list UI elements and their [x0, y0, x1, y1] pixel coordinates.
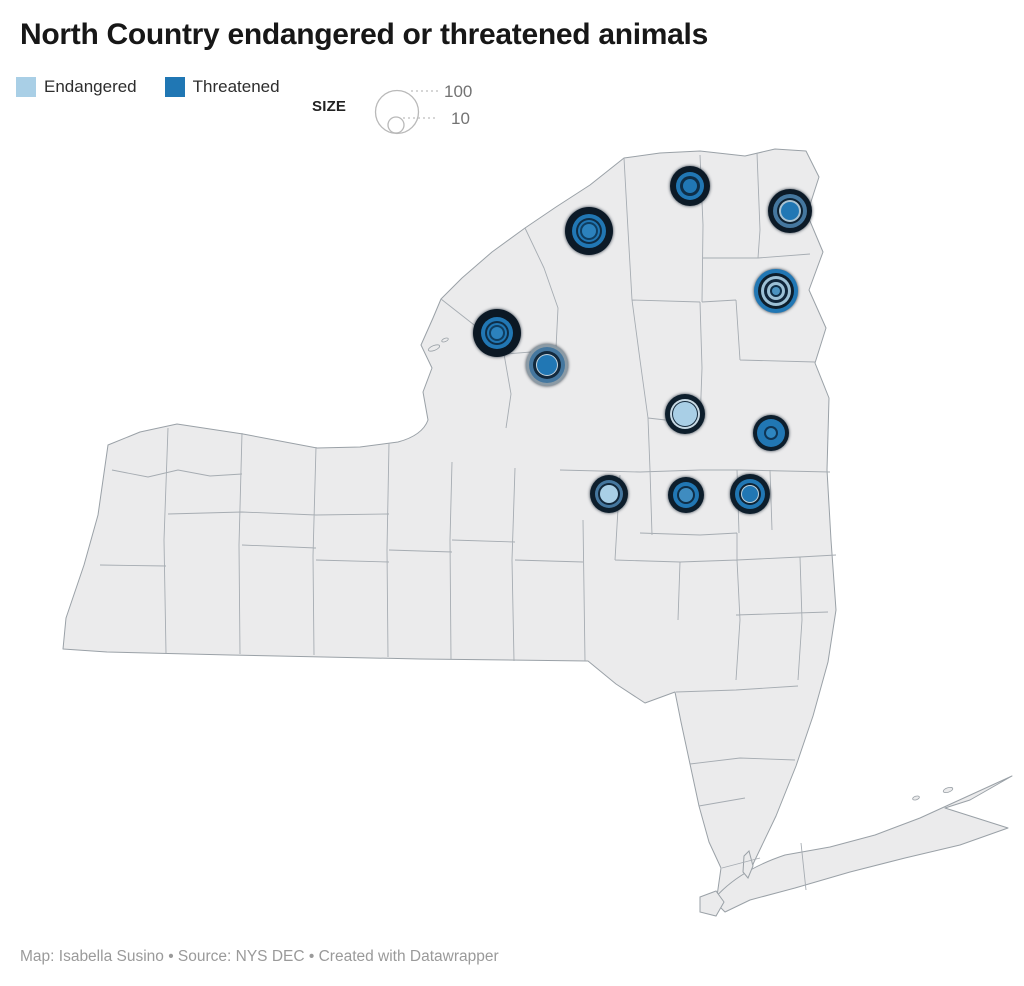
symbol-ring: [781, 202, 799, 220]
legend-item-endangered: Endangered: [16, 77, 137, 97]
map-symbol[interactable]: [526, 344, 568, 386]
symbol-ring: [673, 402, 697, 426]
map-symbol[interactable]: [665, 394, 705, 434]
symbol-ring: [600, 485, 618, 503]
map-symbol[interactable]: [670, 166, 710, 206]
size-legend-diagram: 100 10: [374, 82, 472, 135]
size-max-circle: [374, 89, 420, 135]
symbol-layer: [473, 166, 812, 514]
long-island: [712, 775, 1013, 913]
new-york-county-map: [62, 148, 1013, 917]
map-symbol[interactable]: [754, 269, 798, 313]
symbol-ring: [537, 355, 557, 375]
symbol-ring: [742, 486, 758, 502]
map-symbol[interactable]: [668, 477, 704, 513]
threatened-label: Threatened: [192, 77, 280, 96]
island-thousand-islands: [427, 344, 441, 352]
symbol-ring: [683, 179, 697, 193]
page-title: North Country endangered or threatened a…: [20, 18, 708, 51]
symbol-ring: [766, 428, 776, 438]
map-symbol[interactable]: [565, 207, 613, 255]
island-li-sound-2: [912, 795, 920, 801]
map-symbol[interactable]: [473, 309, 521, 357]
threatened-swatch: [164, 77, 185, 97]
manhattan: [742, 850, 754, 879]
size-legend-title: SIZE: [312, 98, 347, 115]
symbol-ring: [772, 287, 780, 295]
size-min-circle: [387, 116, 405, 134]
symbol-ring: [679, 488, 693, 502]
size-legend: SIZE 100 10: [312, 76, 502, 140]
map-symbol[interactable]: [730, 474, 770, 514]
map-container: [0, 140, 1024, 930]
category-legend: Endangered Threatened: [16, 77, 280, 97]
size-min-value: 10: [451, 109, 470, 128]
island-li-sound-1: [942, 786, 954, 794]
endangered-label: Endangered: [44, 77, 137, 96]
map-symbol[interactable]: [753, 415, 789, 451]
size-max-value: 100: [444, 82, 472, 101]
island-galloo: [441, 337, 449, 343]
symbol-ring: [491, 327, 503, 339]
map-symbol[interactable]: [768, 189, 812, 233]
symbol-ring: [582, 224, 596, 238]
map-symbol[interactable]: [590, 475, 628, 513]
attribution-footer: Map: Isabella Susino • Source: NYS DEC •…: [20, 948, 499, 965]
endangered-swatch: [16, 77, 36, 97]
staten-island: [699, 890, 725, 917]
state-outline: [62, 148, 837, 906]
legend-item-threatened: Threatened: [164, 77, 280, 97]
